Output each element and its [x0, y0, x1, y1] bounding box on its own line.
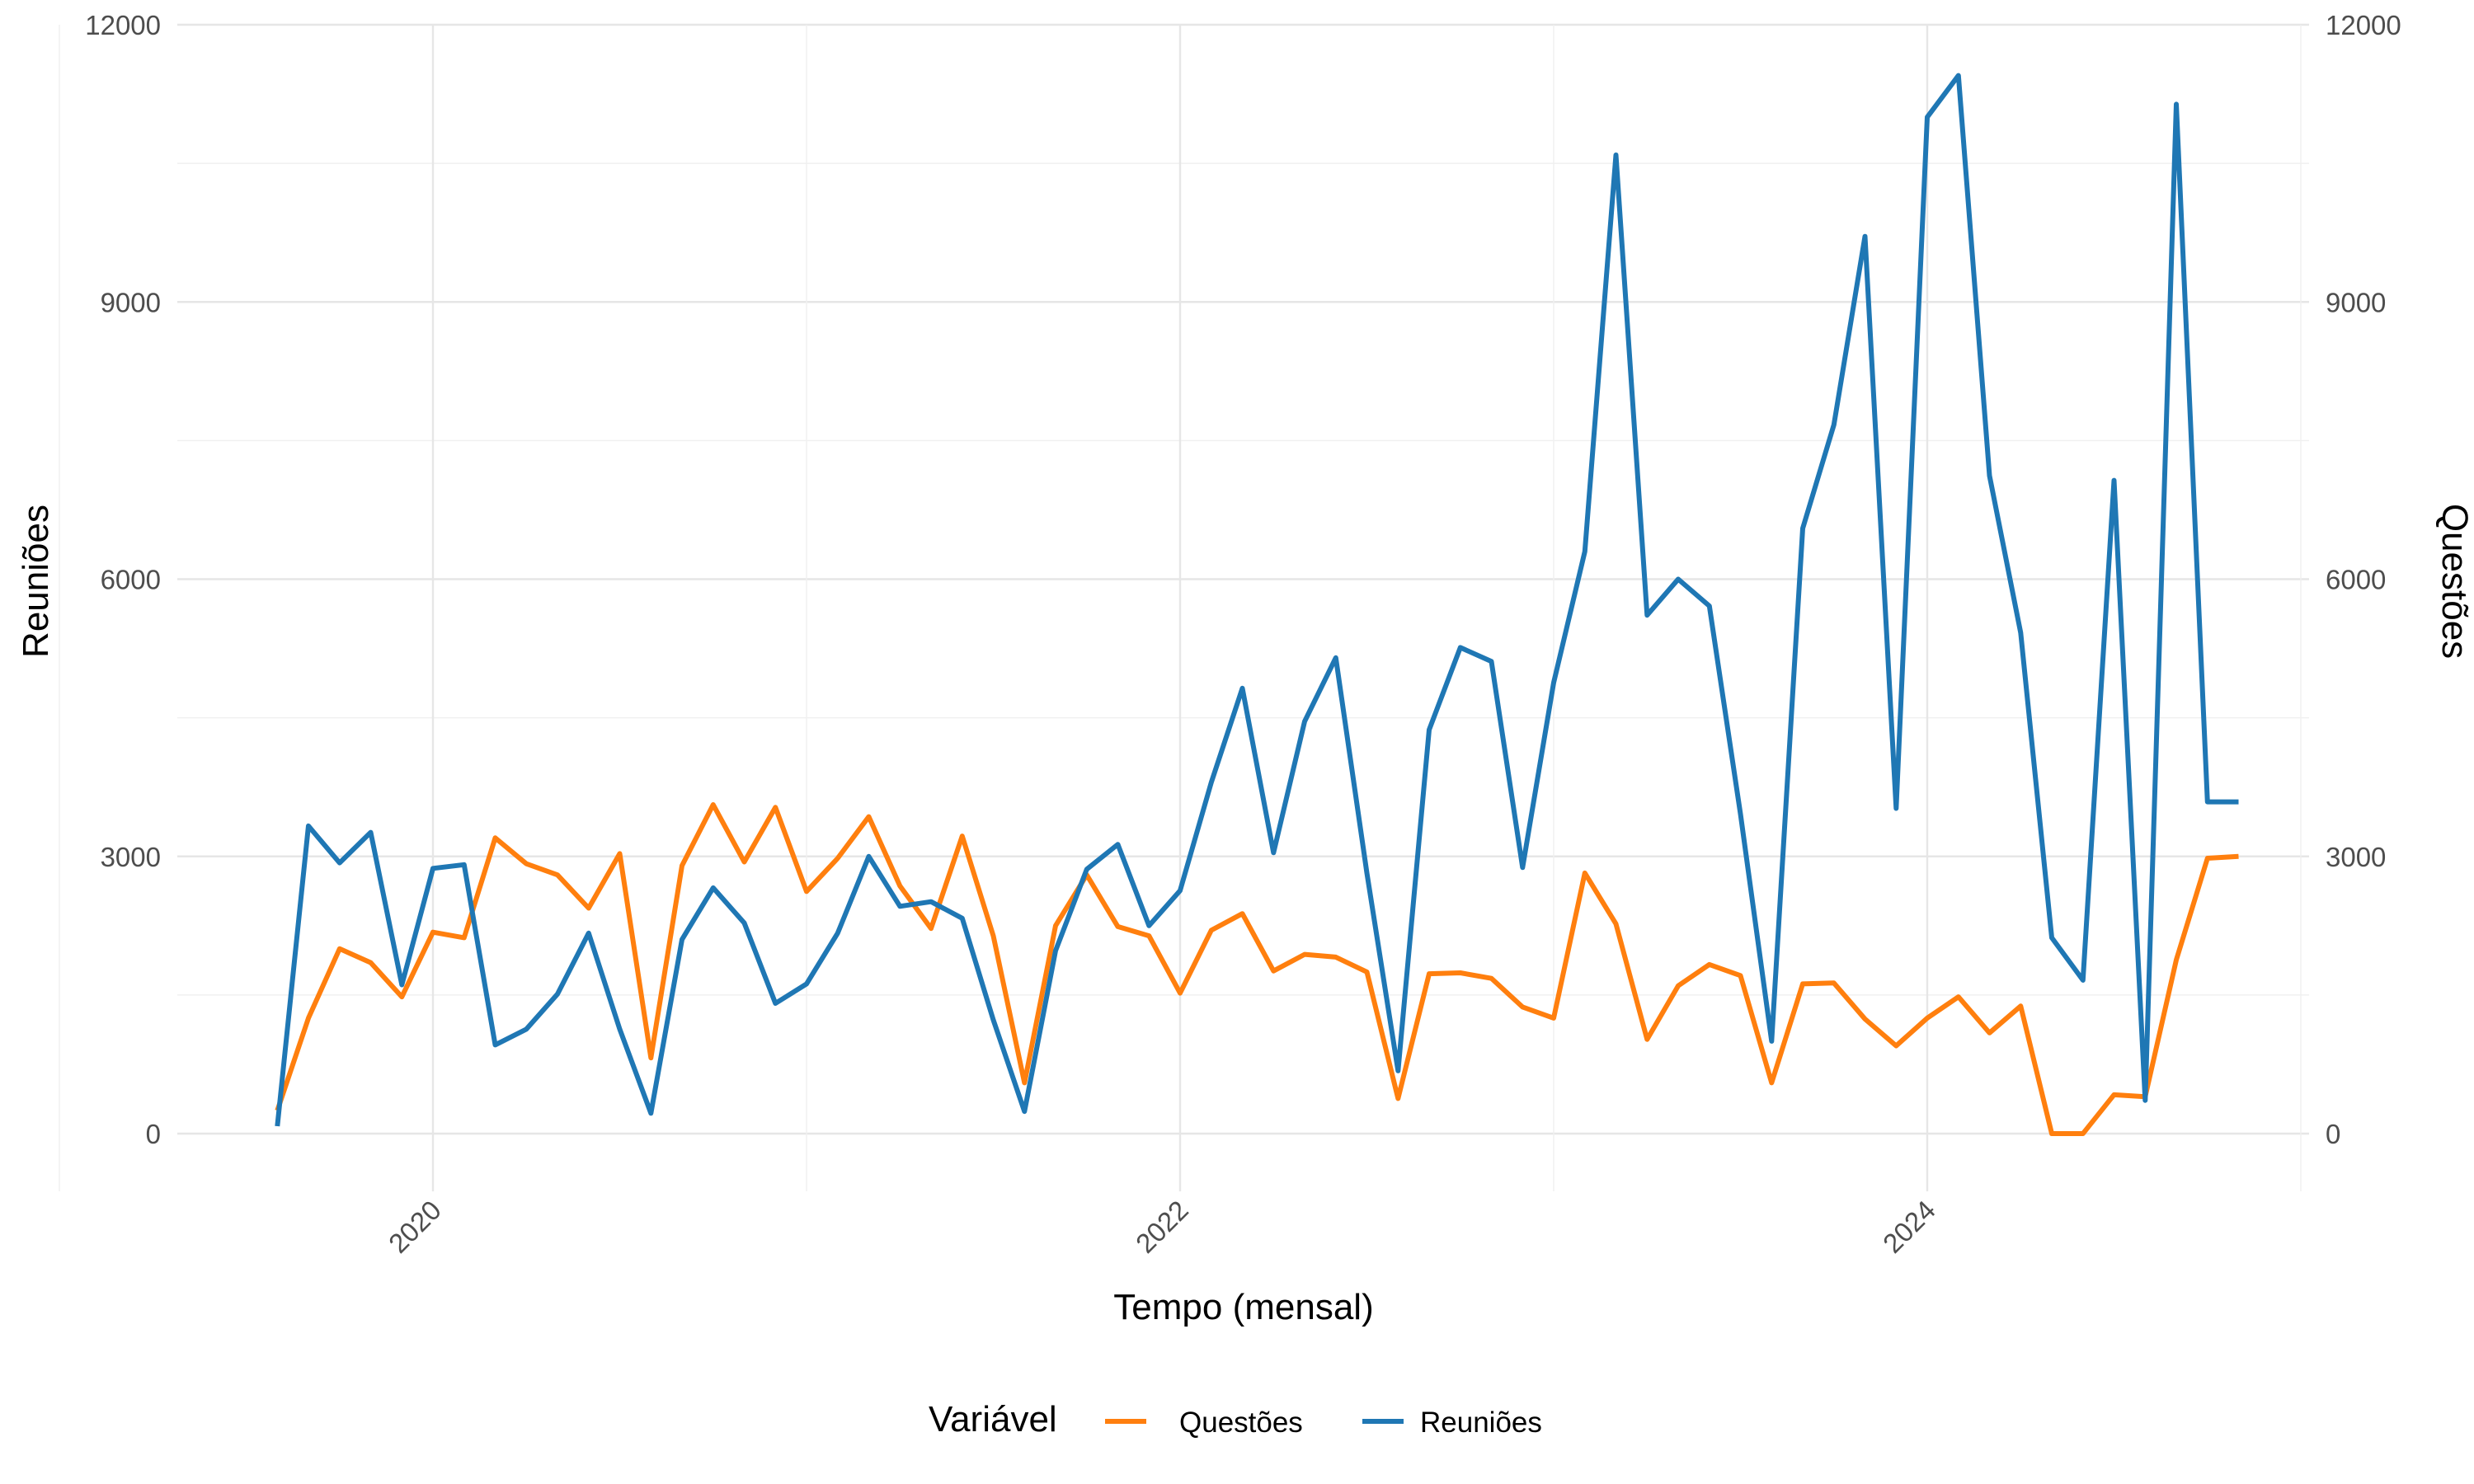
grid	[59, 23, 2309, 1191]
x-tick-label: 2020	[383, 1195, 447, 1259]
y-tick-label-left: 6000	[101, 565, 161, 595]
x-tick-label: 2024	[1877, 1195, 1941, 1259]
series-line-reunioes	[275, 73, 2239, 1127]
y-tick-label-left: 0	[146, 1119, 161, 1149]
y-tick-label-right: 6000	[2326, 565, 2386, 595]
y-axis-title-right: Questões	[2434, 504, 2474, 659]
legend: Variável Questões Reuniões	[929, 1399, 1542, 1439]
legend-label-questoes: Questões	[1179, 1407, 1303, 1439]
y-axis-title-left: Reuniões	[16, 505, 56, 658]
series-line-questoes	[275, 802, 2239, 1136]
y-tick-label-right: 9000	[2326, 287, 2386, 317]
y-tick-label-left: 3000	[101, 842, 161, 872]
x-axis-title: Tempo (mensal)	[1113, 1287, 1373, 1327]
y-tick-label-right: 0	[2326, 1119, 2340, 1149]
y-tick-label-left: 9000	[101, 287, 161, 317]
x-tick-label: 2022	[1130, 1195, 1194, 1259]
y-tick-label-right: 3000	[2326, 842, 2386, 872]
legend-title: Variável	[929, 1399, 1057, 1439]
y-tick-label-left: 12000	[85, 10, 161, 40]
y-tick-label-right: 12000	[2326, 10, 2401, 40]
series-lines	[275, 73, 2239, 1136]
legend-label-reunioes: Reuniões	[1420, 1407, 1542, 1439]
